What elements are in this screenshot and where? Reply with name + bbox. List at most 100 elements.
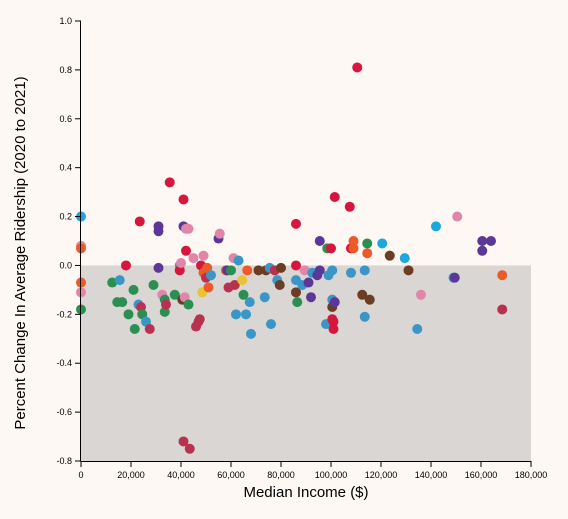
data-point [327,265,338,276]
data-point [206,270,216,281]
data-point [184,443,195,454]
data-point [238,289,249,300]
data-point [346,267,356,278]
y-tick-label: 0.4 [59,163,72,173]
y-tick-label: 0.2 [59,212,72,222]
x-tick-label: 60,000 [217,470,245,480]
y-tick-label: 0.0 [59,260,72,270]
x-tick-label: 100,000 [315,470,348,480]
y-tick-label: -0.6 [56,407,72,417]
data-point [291,287,301,298]
data-point [359,265,370,276]
y-tick-label: 1.0 [59,16,72,26]
data-point [329,297,340,308]
data-point [314,265,325,276]
x-tick-label: 180,000 [515,470,548,480]
data-point [364,294,375,305]
data-point [348,236,359,246]
data-point [412,324,423,334]
data-point [214,228,225,239]
data-point [233,255,244,266]
data-point [359,311,370,322]
data-point [244,297,255,308]
data-point [229,280,240,290]
data-point [291,260,301,271]
data-point [314,236,325,246]
data-point [178,436,189,447]
data-point [164,177,175,188]
data-point [399,253,410,264]
data-point [128,284,139,295]
data-point [181,245,191,256]
x-tick-label: 0 [78,470,83,480]
data-point [362,238,373,249]
data-point [291,218,301,229]
data-point [237,275,248,286]
data-point [328,316,339,327]
data-point [198,250,209,261]
data-point [477,236,488,246]
data-point [299,265,310,276]
data-point [477,245,488,256]
x-axis-ticks: 0 20,000 40,000 60,000 80,000 100,000 120,000 1… [78,461,547,480]
data-point [169,289,180,300]
data-point [153,262,164,273]
data-point [292,297,303,308]
data-point [183,223,194,234]
x-tick-label: 20,000 [117,470,145,480]
data-point [306,292,316,303]
data-point [348,243,359,254]
data-point [107,277,118,288]
data-point [148,280,159,290]
data-point [449,272,460,283]
data-point [134,216,145,227]
data-point [231,309,241,320]
data-point [431,221,441,232]
data-point [123,309,134,320]
data-point [117,297,128,308]
data-point [161,299,171,310]
data-point [497,270,508,281]
data-point [344,201,355,212]
x-tick-label: 40,000 [167,470,195,480]
y-tick-label: -0.2 [56,309,72,319]
data-point [326,243,336,254]
data-point [226,265,236,276]
data-point [153,226,164,237]
data-point [194,314,205,325]
y-tick-label: 0.6 [59,114,72,124]
y-tick-label: -0.4 [56,358,72,368]
y-axis-title: Percent Change In Average Ridership (202… [12,76,29,429]
data-point [362,248,373,259]
data-point [144,324,155,334]
x-tick-label: 120,000 [365,470,398,480]
data-point [276,262,286,273]
x-tick-label: 140,000 [415,470,448,480]
data-point [253,265,264,276]
data-point [357,289,368,300]
data-point [259,292,270,303]
data-point [497,304,508,315]
data-point [183,299,194,310]
data-point [266,319,276,330]
data-point [178,194,189,205]
data-point [203,282,214,293]
data-point [303,277,314,288]
data-point [416,289,426,300]
x-tick-label: 160,000 [465,470,498,480]
data-point [176,258,186,268]
x-tick-label: 80,000 [267,470,295,480]
data-point [241,309,251,320]
y-tick-label: 0.8 [59,65,72,75]
data-point [246,328,256,339]
data-point [121,260,131,271]
data-point [403,265,414,276]
data-point [352,62,363,73]
data-point [329,192,340,202]
data-point [377,238,388,249]
y-tick-label: -0.8 [56,456,72,466]
data-point [486,236,496,246]
data-point [114,275,125,286]
data-point [452,211,463,222]
